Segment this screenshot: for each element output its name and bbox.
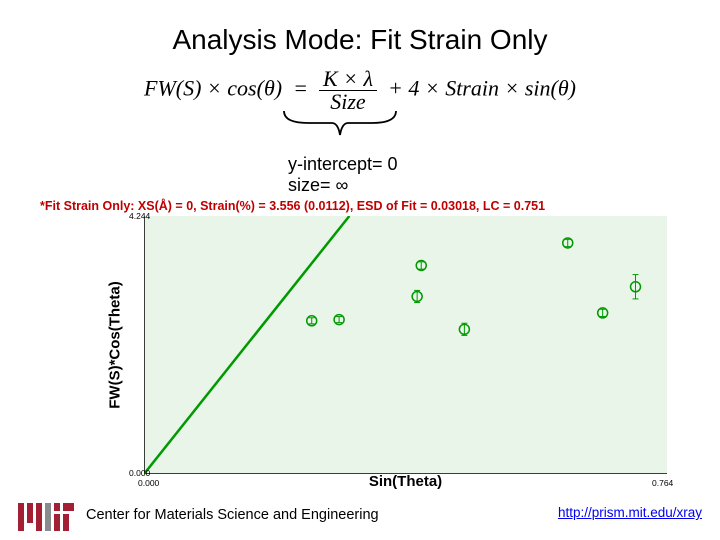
formula-cos: cos (227, 76, 256, 101)
slide-title: Analysis Mode: Fit Strain Only (0, 24, 720, 56)
y-tick-max: 4.244 (129, 211, 143, 221)
scatter-chart (144, 216, 667, 474)
formula-num: K × λ (319, 68, 377, 91)
formula-eq: = (293, 76, 308, 101)
formula-theta2: θ (558, 76, 569, 101)
formula-fw: FW (144, 76, 176, 101)
underbrace-icon (282, 109, 398, 149)
y-tick-min: 0.000 (129, 468, 143, 478)
fit-result-line: *Fit Strain Only: XS(Å) = 0, Strain(%) =… (40, 199, 545, 213)
chart-container: FW(S)*Cos(Theta) 4.244 0.000 Sin(Theta) … (102, 216, 667, 490)
formula-theta1: θ (264, 76, 275, 101)
x-tick-min: 0.000 (138, 478, 159, 488)
footer-link[interactable]: http://prism.mit.edu/xray (558, 505, 702, 520)
mit-logo (18, 503, 74, 531)
formula-rest: + 4 × Strain × sin (388, 76, 551, 101)
y-intercept-label: y-intercept= 0 (288, 154, 398, 175)
size-label: size= ∞ (288, 175, 348, 196)
footer-text: Center for Materials Science and Enginee… (86, 507, 379, 523)
x-tick-max: 0.764 (652, 478, 673, 488)
x-axis-label: Sin(Theta) (144, 473, 667, 490)
y-axis-label: FW(S)*Cos(Theta) (107, 281, 124, 409)
formula-s: S (183, 76, 194, 101)
formula: FW(S) × cos(θ) = K × λ Size + 4 × Strain… (0, 68, 720, 113)
formula-fraction: K × λ Size (319, 68, 377, 113)
